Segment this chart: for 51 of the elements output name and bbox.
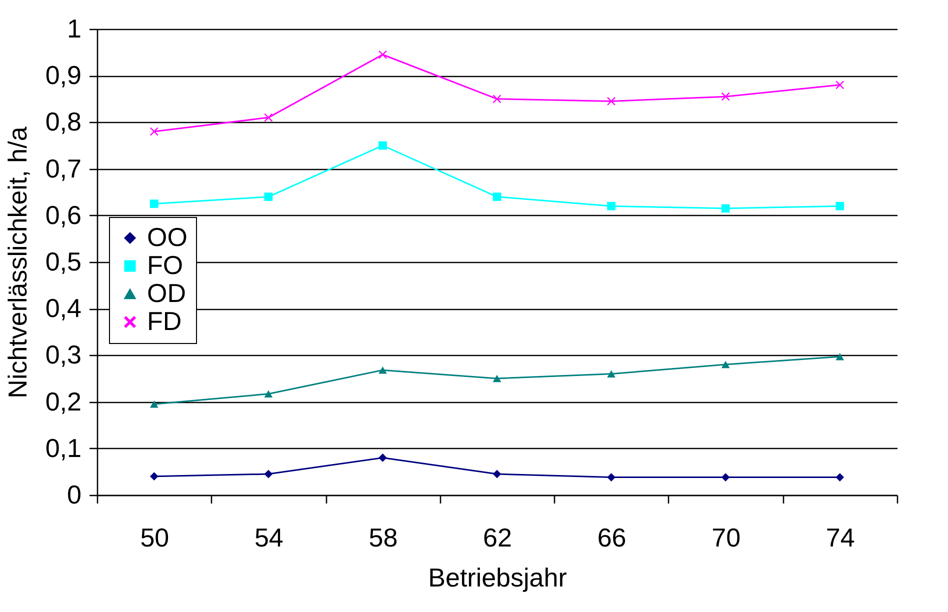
point [378, 141, 387, 150]
point [721, 204, 730, 213]
point [607, 473, 616, 482]
y-tick-label: 0,8 [45, 106, 82, 137]
y-tick-label: 0,5 [45, 246, 82, 276]
legend-label: FO [147, 250, 184, 280]
legend-label: OO [147, 222, 188, 252]
y-tick-label: 0,7 [45, 153, 82, 184]
y-tick-label: 0,1 [45, 432, 82, 463]
point [150, 200, 158, 208]
point [607, 202, 616, 210]
point [721, 92, 730, 101]
y-tick-label: 0,6 [45, 200, 82, 230]
y-axis-title: Nichtverlässlichkeit, h/a [2, 126, 32, 398]
point [492, 470, 502, 478]
y-tick-label: 0,3 [45, 340, 82, 370]
y-tick-label: 0,4 [45, 293, 82, 324]
x-tick-label: 66 [597, 522, 626, 552]
point [836, 352, 844, 360]
point [150, 472, 158, 481]
y-tick-label: 0,9 [45, 60, 82, 90]
point [150, 400, 158, 408]
x-tick-label: 58 [368, 522, 398, 552]
x-tick-label: 70 [712, 522, 741, 552]
y-tick-label: 0 [67, 480, 82, 510]
point [264, 470, 273, 478]
point [264, 390, 273, 398]
point [836, 80, 844, 90]
y-tick-label: 0,2 [45, 386, 82, 416]
point [836, 202, 844, 210]
point [150, 127, 158, 136]
y-tick-label: 1 [67, 14, 82, 44]
point [607, 97, 616, 106]
point [264, 113, 273, 122]
x-tick-label: 54 [254, 522, 284, 552]
point [607, 370, 616, 378]
point [721, 360, 730, 368]
legend-label: FD [147, 306, 182, 336]
x-tick-label: 62 [483, 522, 512, 552]
point [492, 192, 502, 201]
point [836, 473, 844, 482]
point [492, 94, 502, 104]
x-tick-label: 50 [140, 522, 170, 552]
x-tick-label: 74 [826, 522, 855, 552]
x-axis-title: Betriebsjahr [428, 562, 568, 592]
point [264, 192, 273, 201]
point [378, 454, 387, 462]
point [378, 366, 387, 374]
point [721, 473, 730, 482]
legend-label: OD [147, 278, 186, 308]
point [492, 374, 502, 382]
